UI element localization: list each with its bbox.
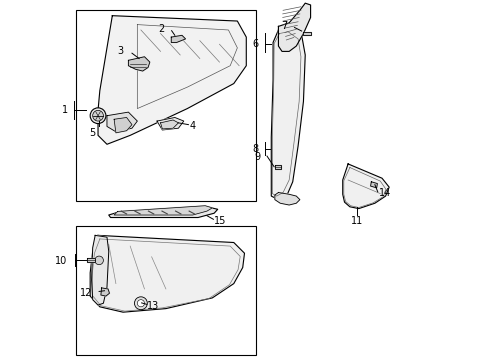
Circle shape [93, 111, 103, 121]
Text: 4: 4 [189, 121, 195, 131]
Text: 15: 15 [214, 216, 226, 226]
Polygon shape [98, 16, 246, 144]
Text: 9: 9 [254, 152, 260, 162]
Polygon shape [303, 32, 310, 35]
Polygon shape [108, 207, 217, 217]
Polygon shape [107, 112, 137, 132]
Circle shape [90, 108, 106, 123]
Text: 10: 10 [55, 256, 67, 266]
Polygon shape [91, 235, 108, 305]
Polygon shape [157, 117, 183, 130]
Polygon shape [274, 193, 299, 205]
Polygon shape [171, 35, 185, 42]
Polygon shape [342, 164, 388, 208]
Text: 13: 13 [147, 301, 159, 311]
Text: 1: 1 [61, 105, 67, 115]
Circle shape [134, 297, 147, 310]
Polygon shape [271, 28, 305, 200]
Polygon shape [90, 235, 244, 312]
Text: 6: 6 [251, 39, 258, 49]
Text: 14: 14 [378, 188, 390, 198]
Polygon shape [160, 120, 178, 129]
Polygon shape [87, 258, 95, 262]
Text: 2: 2 [158, 24, 164, 34]
Polygon shape [278, 3, 310, 51]
Bar [75, 10, 255, 202]
Text: 7: 7 [281, 21, 287, 31]
Polygon shape [114, 206, 212, 215]
Circle shape [137, 300, 144, 307]
Text: 3: 3 [118, 46, 123, 56]
Polygon shape [114, 117, 132, 133]
Circle shape [95, 256, 103, 265]
Text: 12: 12 [80, 288, 93, 297]
Text: 8: 8 [251, 144, 258, 154]
Polygon shape [128, 57, 149, 71]
Bar [75, 226, 255, 355]
Polygon shape [370, 182, 377, 188]
Polygon shape [274, 165, 281, 169]
Polygon shape [101, 288, 109, 296]
Text: 5: 5 [89, 128, 96, 138]
Text: 11: 11 [350, 216, 362, 226]
